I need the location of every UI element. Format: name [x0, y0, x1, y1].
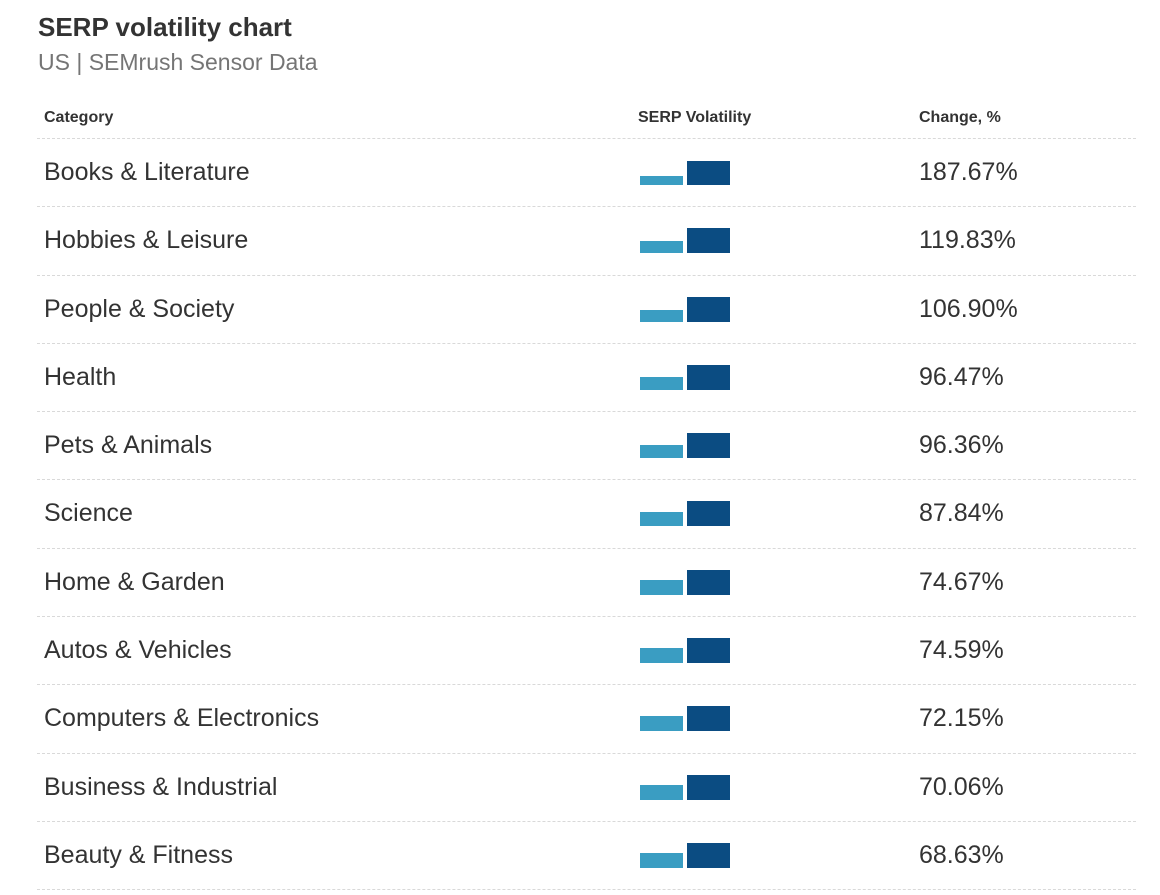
- volatility-sparkline: [640, 296, 730, 322]
- change-value: 119.83%: [919, 226, 1016, 255]
- change-value: 70.06%: [919, 772, 1004, 801]
- volatility-sparkline: [640, 842, 730, 868]
- category-label: Pets & Animals: [44, 431, 213, 460]
- volatility-sparkline: [640, 774, 730, 800]
- change-value: 68.63%: [919, 840, 1004, 869]
- category-label: Home & Garden: [44, 567, 225, 596]
- volatility-bar-previous: [640, 176, 683, 185]
- volatility-sparkline: [640, 569, 730, 595]
- volatility-bar-current: [687, 774, 730, 800]
- category-label: Science: [44, 499, 133, 528]
- volatility-bar-previous: [640, 445, 683, 459]
- table-row: Science 87.84%: [37, 480, 1136, 549]
- volatility-sparkline: [640, 705, 730, 732]
- volatility-bar-previous: [640, 512, 683, 527]
- change-value: 96.47%: [919, 362, 1004, 391]
- volatility-bar-current: [687, 296, 730, 322]
- volatility-bar-previous: [640, 784, 683, 800]
- change-value: 74.67%: [919, 567, 1004, 596]
- category-label: Computers & Electronics: [44, 704, 320, 733]
- volatility-bar-current: [687, 501, 730, 527]
- volatility-bar-previous: [640, 579, 683, 595]
- chart-title: SERP volatility chart: [38, 12, 292, 42]
- volatility-bar-previous: [640, 309, 683, 322]
- table-row: Pets & Animals 96.36%: [37, 412, 1136, 481]
- change-value: 74.59%: [919, 636, 1004, 665]
- table-header-row: Category SERP Volatility Change, %: [37, 100, 1136, 139]
- volatility-bar-current: [687, 228, 730, 254]
- volatility-bar-previous: [640, 716, 683, 732]
- category-label: Business & Industrial: [44, 772, 278, 801]
- category-label: Health: [44, 362, 117, 391]
- volatility-bar-current: [687, 842, 730, 868]
- category-label: People & Society: [44, 294, 235, 323]
- table-row: Books & Literature 187.67%: [37, 139, 1136, 208]
- column-header-category: Category: [44, 109, 114, 126]
- volatility-sparkline: [640, 227, 730, 254]
- table-row: Autos & Vehicles 74.59%: [37, 617, 1136, 686]
- table-row: Business & Industrial 70.06%: [37, 754, 1136, 822]
- table-row: Computers & Electronics 72.15%: [37, 685, 1136, 754]
- volatility-bar-current: [687, 638, 730, 664]
- chart-subtitle: US | SEMrush Sensor Data: [38, 49, 318, 75]
- volatility-bar-previous: [640, 376, 683, 390]
- volatility-bar-current: [687, 569, 730, 595]
- table-row: Beauty & Fitness 68.63%: [37, 822, 1136, 891]
- volatility-sparkline: [640, 637, 730, 664]
- column-header-serp-volatility: SERP Volatility: [638, 109, 752, 126]
- volatility-bar-current: [687, 433, 730, 459]
- change-value: 72.15%: [919, 704, 1004, 733]
- table-row: Home & Garden 74.67%: [37, 549, 1136, 618]
- volatility-bar-previous: [640, 648, 683, 664]
- change-value: 106.90%: [919, 294, 1018, 323]
- change-value: 96.36%: [919, 431, 1004, 460]
- table-row: Hobbies & Leisure 119.83%: [37, 207, 1136, 276]
- volatility-sparkline: [640, 432, 730, 459]
- volatility-table: Category SERP Volatility Change, % Books…: [37, 100, 1136, 891]
- category-label: Books & Literature: [44, 158, 250, 186]
- volatility-bar-current: [687, 364, 730, 390]
- volatility-bar-previous: [640, 241, 683, 254]
- volatility-bar-previous: [640, 852, 683, 868]
- change-value: 187.67%: [919, 158, 1018, 186]
- volatility-sparkline: [640, 364, 730, 390]
- table-row: People & Society 106.90%: [37, 276, 1136, 344]
- volatility-bar-current: [687, 161, 730, 185]
- table-row: Health 96.47%: [37, 344, 1136, 413]
- volatility-sparkline: [640, 159, 730, 185]
- category-label: Hobbies & Leisure: [44, 226, 249, 255]
- category-label: Beauty & Fitness: [44, 840, 233, 869]
- change-value: 87.84%: [919, 499, 1004, 528]
- category-label: Autos & Vehicles: [44, 636, 232, 665]
- table-body: Books & Literature 187.67% Hobbies & Leisu…: [37, 139, 1136, 891]
- volatility-sparkline: [640, 500, 730, 527]
- volatility-bar-current: [687, 706, 730, 732]
- column-header-change: Change, %: [919, 109, 1001, 126]
